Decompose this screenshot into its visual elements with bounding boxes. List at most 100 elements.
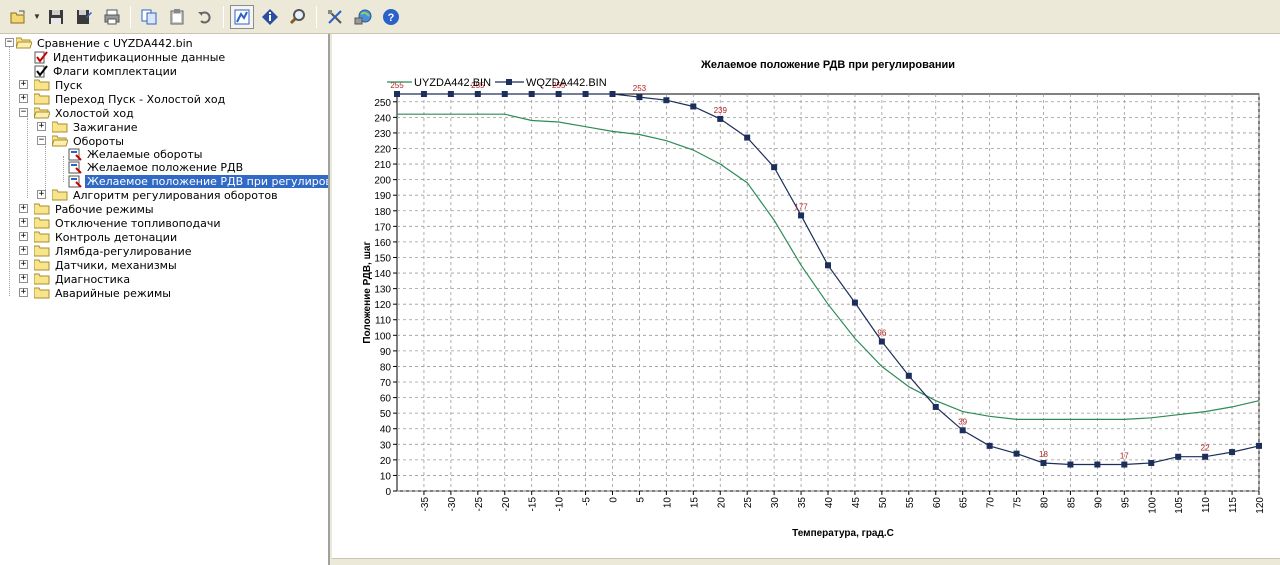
expander-diag[interactable]: +	[19, 273, 28, 283]
x-tick-label: 10	[662, 497, 673, 509]
y-tick-label: 20	[380, 456, 392, 467]
tree-item-start[interactable]: Пуск	[33, 78, 84, 92]
tree-item-transition[interactable]: Переход Пуск - Холостой ход	[33, 92, 227, 106]
x-tick-label: -25	[474, 497, 485, 512]
toolbar-separator	[316, 5, 317, 28]
x-tick-label: 45	[851, 497, 862, 509]
y-tick-label: 160	[374, 238, 391, 249]
tree-item-fuel-cut[interactable]: Отключение топливоподачи	[33, 216, 223, 230]
tree-item-lambda[interactable]: Лямбда-регулирование	[33, 244, 194, 258]
tree-item-sensors[interactable]: Датчики, механизмы	[33, 258, 179, 272]
expander-root[interactable]: −	[5, 37, 14, 47]
tree-item-rpm[interactable]: Обороты	[51, 134, 126, 148]
expander-rpm[interactable]: −	[37, 135, 46, 145]
network-icon	[354, 9, 372, 24]
y-tick-label: 70	[380, 378, 392, 389]
y-tick-label: 200	[374, 176, 391, 187]
x-tick-label: 15	[689, 497, 700, 509]
x-tick-label: 5	[635, 497, 646, 503]
search-button[interactable]	[286, 5, 310, 29]
data-point	[932, 403, 939, 410]
info-button[interactable]	[258, 5, 282, 29]
expander-rpm-alg[interactable]: +	[37, 189, 46, 199]
y-tick-label: 250	[374, 98, 391, 109]
tree-item-emergency[interactable]: Аварийные режимы	[33, 286, 173, 300]
paste-icon	[170, 8, 184, 24]
data-point	[420, 91, 427, 97]
tree-label: Желаемые обороты	[87, 147, 203, 161]
y-tick-label: 120	[374, 300, 391, 311]
tree-label: Датчики, механизмы	[55, 258, 177, 272]
tree-item-desired-rdv-reg[interactable]: Желаемое положение РДВ при регулировании	[68, 174, 328, 188]
tree-item-ident[interactable]: Идентификационные данные	[34, 50, 227, 64]
expander-ignition[interactable]: +	[37, 121, 46, 131]
chart-button[interactable]	[230, 4, 254, 29]
tree-label: Диагностика	[55, 272, 131, 286]
save-button[interactable]	[44, 5, 68, 29]
expander-start[interactable]: +	[19, 79, 28, 89]
tree-item-flags[interactable]: Флаги комплектации	[34, 64, 179, 78]
save-icon	[49, 9, 63, 24]
save-as-icon	[77, 9, 92, 24]
x-tick-label: 25	[743, 497, 754, 509]
x-tick-label: 100	[1147, 497, 1158, 514]
expander-emergency[interactable]: +	[19, 287, 28, 297]
y-tick-label: 190	[374, 191, 391, 202]
info-icon	[262, 8, 278, 25]
data-point	[798, 212, 805, 219]
series-line-0	[397, 113, 1260, 420]
x-tick-label: 20	[716, 497, 727, 509]
tree-label: Холостой ход	[55, 106, 134, 120]
tree-item-work[interactable]: Рабочие режимы	[33, 202, 156, 216]
tree-item-diag[interactable]: Диагностика	[33, 272, 132, 286]
tree-item-ignition[interactable]: Зажигание	[51, 120, 139, 134]
save-as-button[interactable]	[72, 5, 96, 29]
y-tick-label: 100	[374, 331, 391, 342]
tree-item-root[interactable]: Сравнение с UYZDA442.bin	[15, 36, 195, 50]
status-bar	[332, 558, 1280, 565]
tree-line	[63, 156, 64, 182]
data-label: 39	[958, 417, 967, 426]
expander-knock[interactable]: +	[19, 231, 28, 241]
data-point	[501, 91, 508, 97]
data-point	[609, 91, 616, 97]
x-tick-label: 110	[1201, 497, 1212, 513]
x-tick-label: -35	[420, 497, 431, 512]
tree-item-idle[interactable]: Холостой ход	[33, 106, 136, 120]
y-tick-label: 30	[380, 440, 392, 451]
expander-work[interactable]: +	[19, 203, 28, 213]
data-point	[663, 97, 670, 104]
open-dropdown[interactable]: ▼	[33, 12, 41, 21]
tree-item-knock[interactable]: Контроль детонации	[33, 230, 179, 244]
expander-sensors[interactable]: +	[19, 259, 28, 269]
data-point	[1067, 461, 1074, 468]
tree-label: Обороты	[73, 134, 124, 148]
x-tick-label: 40	[824, 497, 835, 509]
tools-icon	[328, 9, 342, 24]
tree-item-desired-rdv[interactable]: Желаемое положение РДВ	[68, 160, 245, 174]
folder-icon	[33, 245, 50, 257]
network-button[interactable]	[351, 5, 375, 29]
x-tick-label: 60	[932, 497, 943, 509]
expander-fuel-cut[interactable]: +	[19, 217, 28, 227]
undo-button[interactable]	[193, 5, 217, 29]
copy-button[interactable]	[137, 5, 161, 29]
help-button[interactable]: ?	[379, 5, 403, 29]
tree-item-rpm-alg[interactable]: Алгоритм регулирования оборотов	[51, 188, 280, 202]
paste-button[interactable]	[165, 5, 189, 29]
x-tick-label: 85	[1066, 497, 1077, 509]
data-point	[474, 91, 481, 97]
open-button[interactable]	[6, 5, 30, 29]
y-axis-label: Положение РДВ, шаг	[362, 241, 373, 343]
print-button[interactable]	[100, 5, 124, 29]
tree-label: Контроль детонации	[55, 230, 178, 244]
tree-item-desired-rpm[interactable]: Желаемые обороты	[68, 147, 204, 161]
folder-icon	[33, 203, 50, 215]
tools-button[interactable]	[323, 5, 347, 29]
legend-label-1: WQZDA442.BIN	[526, 77, 607, 89]
expander-transition[interactable]: +	[19, 93, 28, 103]
expander-lambda[interactable]: +	[19, 245, 28, 255]
tree-label: Сравнение с UYZDA442.bin	[37, 36, 193, 50]
data-point	[1013, 450, 1020, 457]
expander-idle[interactable]: −	[19, 107, 28, 117]
